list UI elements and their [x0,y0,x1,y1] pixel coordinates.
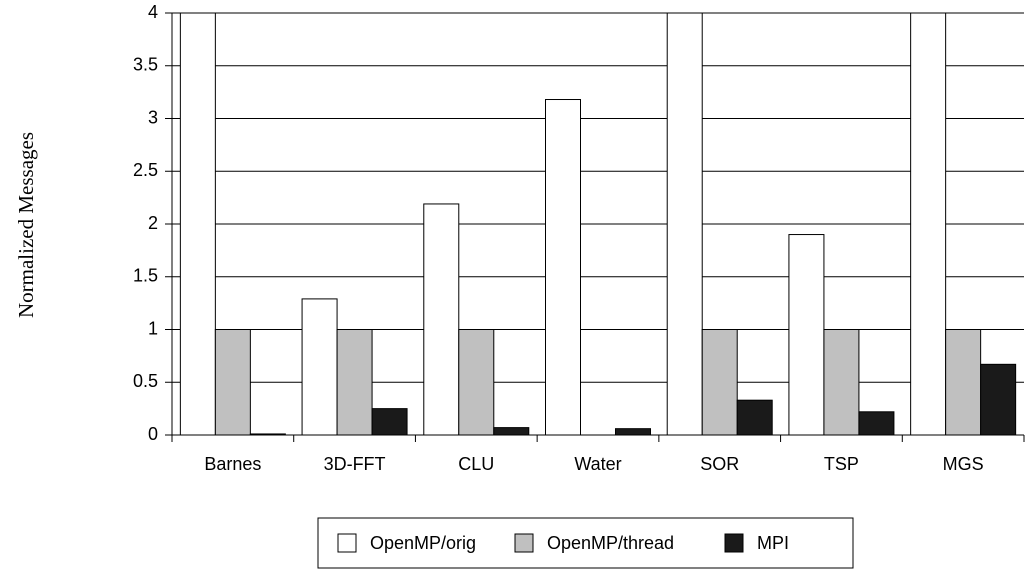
bar [301,298,338,436]
legend-label: OpenMP/thread [547,533,674,553]
legend-swatch [514,533,534,553]
bar [788,234,825,436]
y-tick-label: 1.5 [133,266,158,286]
bar [458,329,495,436]
x-tick-label: CLU [458,454,494,474]
y-tick-label: 3.5 [133,55,158,75]
bar [423,203,460,436]
y-tick-label: 4 [148,2,158,22]
legend-box [317,517,854,569]
x-tick-label: Barnes [204,454,261,474]
y-tick-label: 3 [148,107,158,127]
bar [666,12,703,436]
y-axis-label: Normalized Messages [14,132,38,318]
bar [858,411,895,436]
x-tick-label: MGS [943,454,984,474]
y-tick-label: 0.5 [133,371,158,391]
x-tick-label: TSP [824,454,859,474]
bar [736,399,773,436]
legend-swatch [337,533,357,553]
x-tick-label: Water [574,454,621,474]
y-tick-label: 2 [148,213,158,233]
bar [910,12,947,436]
y-tick-label: 2.5 [133,160,158,180]
bar [493,427,530,436]
x-tick-label: 3D-FFT [324,454,386,474]
bar [980,363,1017,436]
legend-label: MPI [757,533,789,553]
x-tick-label: SOR [700,454,739,474]
y-tick-label: 0 [148,424,158,444]
bar [179,12,216,436]
bar [336,329,373,436]
bar [945,329,982,436]
bar [701,329,738,436]
bar [214,329,251,436]
legend-label: OpenMP/orig [370,533,476,553]
bar [371,408,408,436]
bar [545,99,581,436]
bar [823,329,860,436]
legend-swatch [724,533,744,553]
bar [615,428,651,436]
y-tick-label: 1 [148,318,158,338]
